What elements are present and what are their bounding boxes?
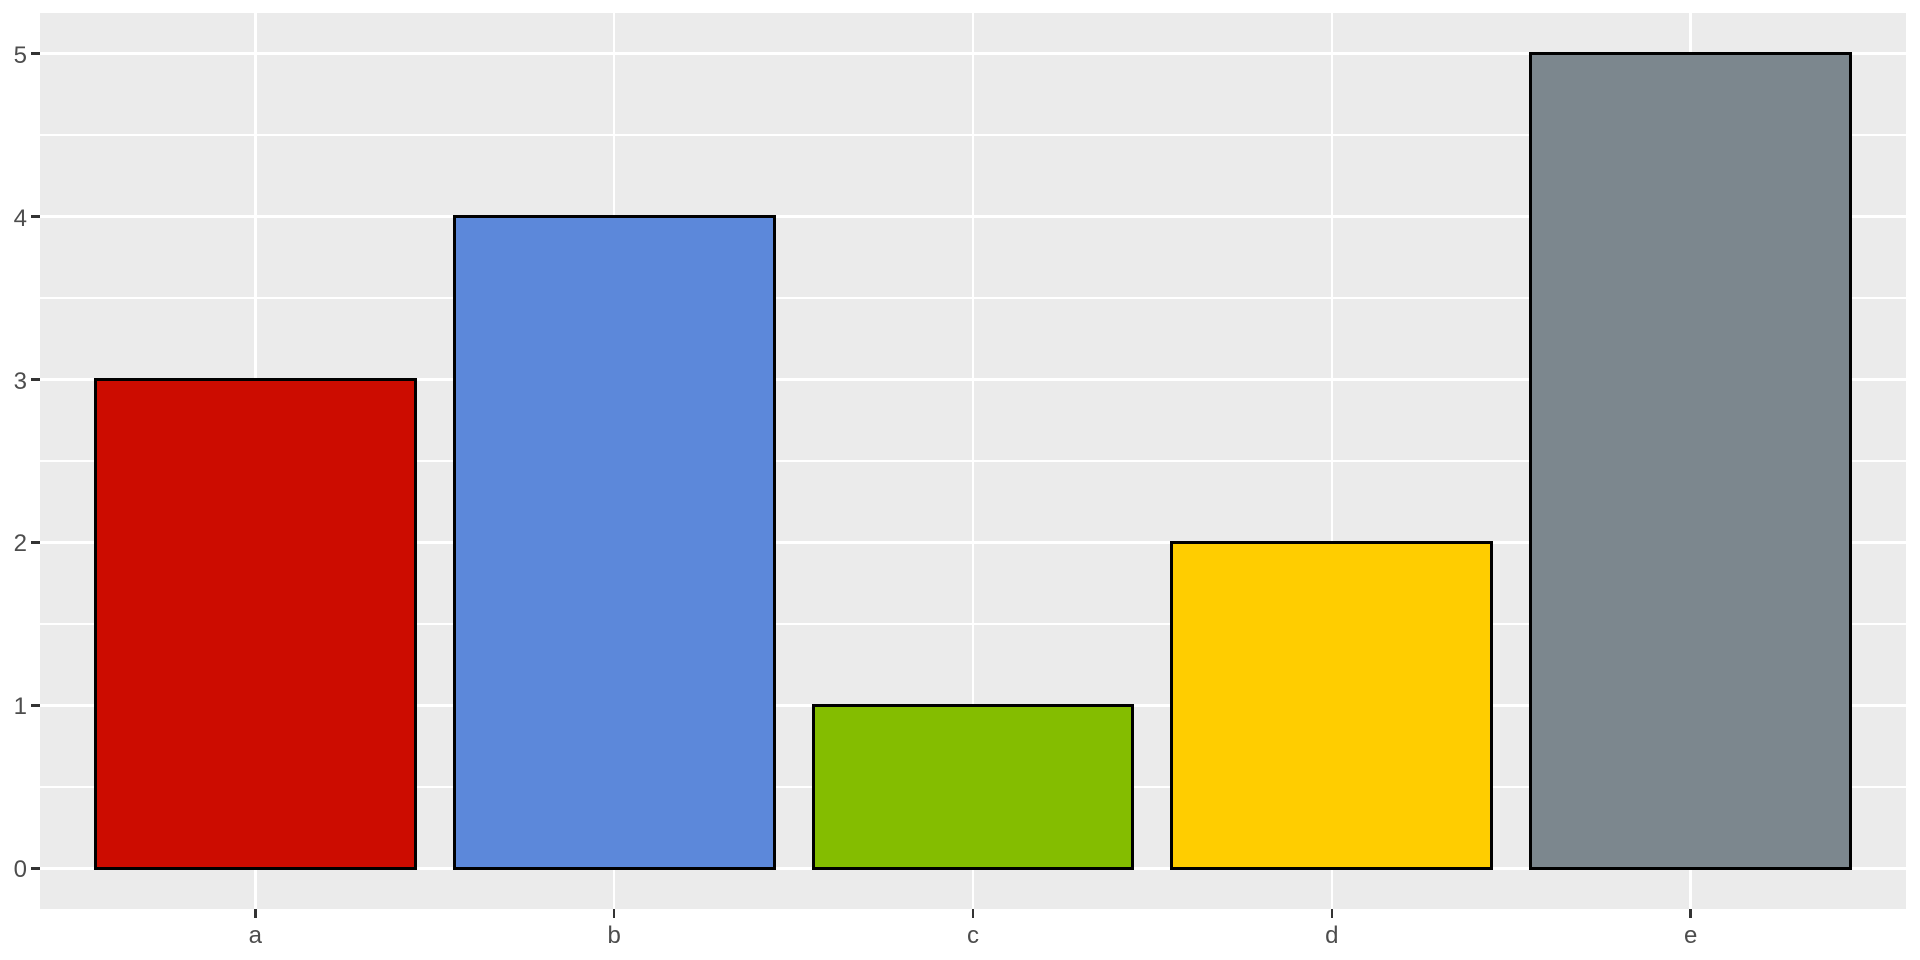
y-tick-mark (31, 215, 40, 218)
y-tick-mark (31, 541, 40, 544)
y-tick-mark (31, 378, 40, 381)
x-tick-label: a (248, 922, 262, 949)
bar-a (93, 378, 417, 870)
bar-c (811, 703, 1135, 870)
y-tick-label: 0 (13, 856, 27, 884)
x-tick-label: d (1325, 922, 1339, 949)
bar-d (1170, 540, 1494, 870)
bar-b (452, 215, 776, 870)
x-tick-mark (971, 909, 975, 918)
x-tick-mark (1689, 909, 1692, 918)
y-tick-label: 4 (13, 204, 27, 232)
v-gridline-major (971, 13, 975, 909)
x-tick-label: b (607, 922, 621, 949)
x-tick-mark (254, 909, 257, 918)
y-tick-mark (31, 867, 40, 870)
x-tick-mark (1330, 909, 1334, 918)
y-tick-label: 1 (13, 693, 27, 721)
y-tick-mark (31, 704, 40, 707)
bar-e (1529, 52, 1853, 870)
y-tick-mark (31, 52, 40, 55)
y-tick-label: 2 (13, 530, 27, 558)
v-gridline-major (1330, 13, 1334, 909)
x-tick-label: e (1684, 922, 1698, 949)
x-tick-label: c (967, 922, 979, 949)
y-tick-label: 3 (13, 367, 27, 395)
x-tick-mark (612, 909, 616, 918)
y-tick-label: 5 (13, 41, 27, 69)
